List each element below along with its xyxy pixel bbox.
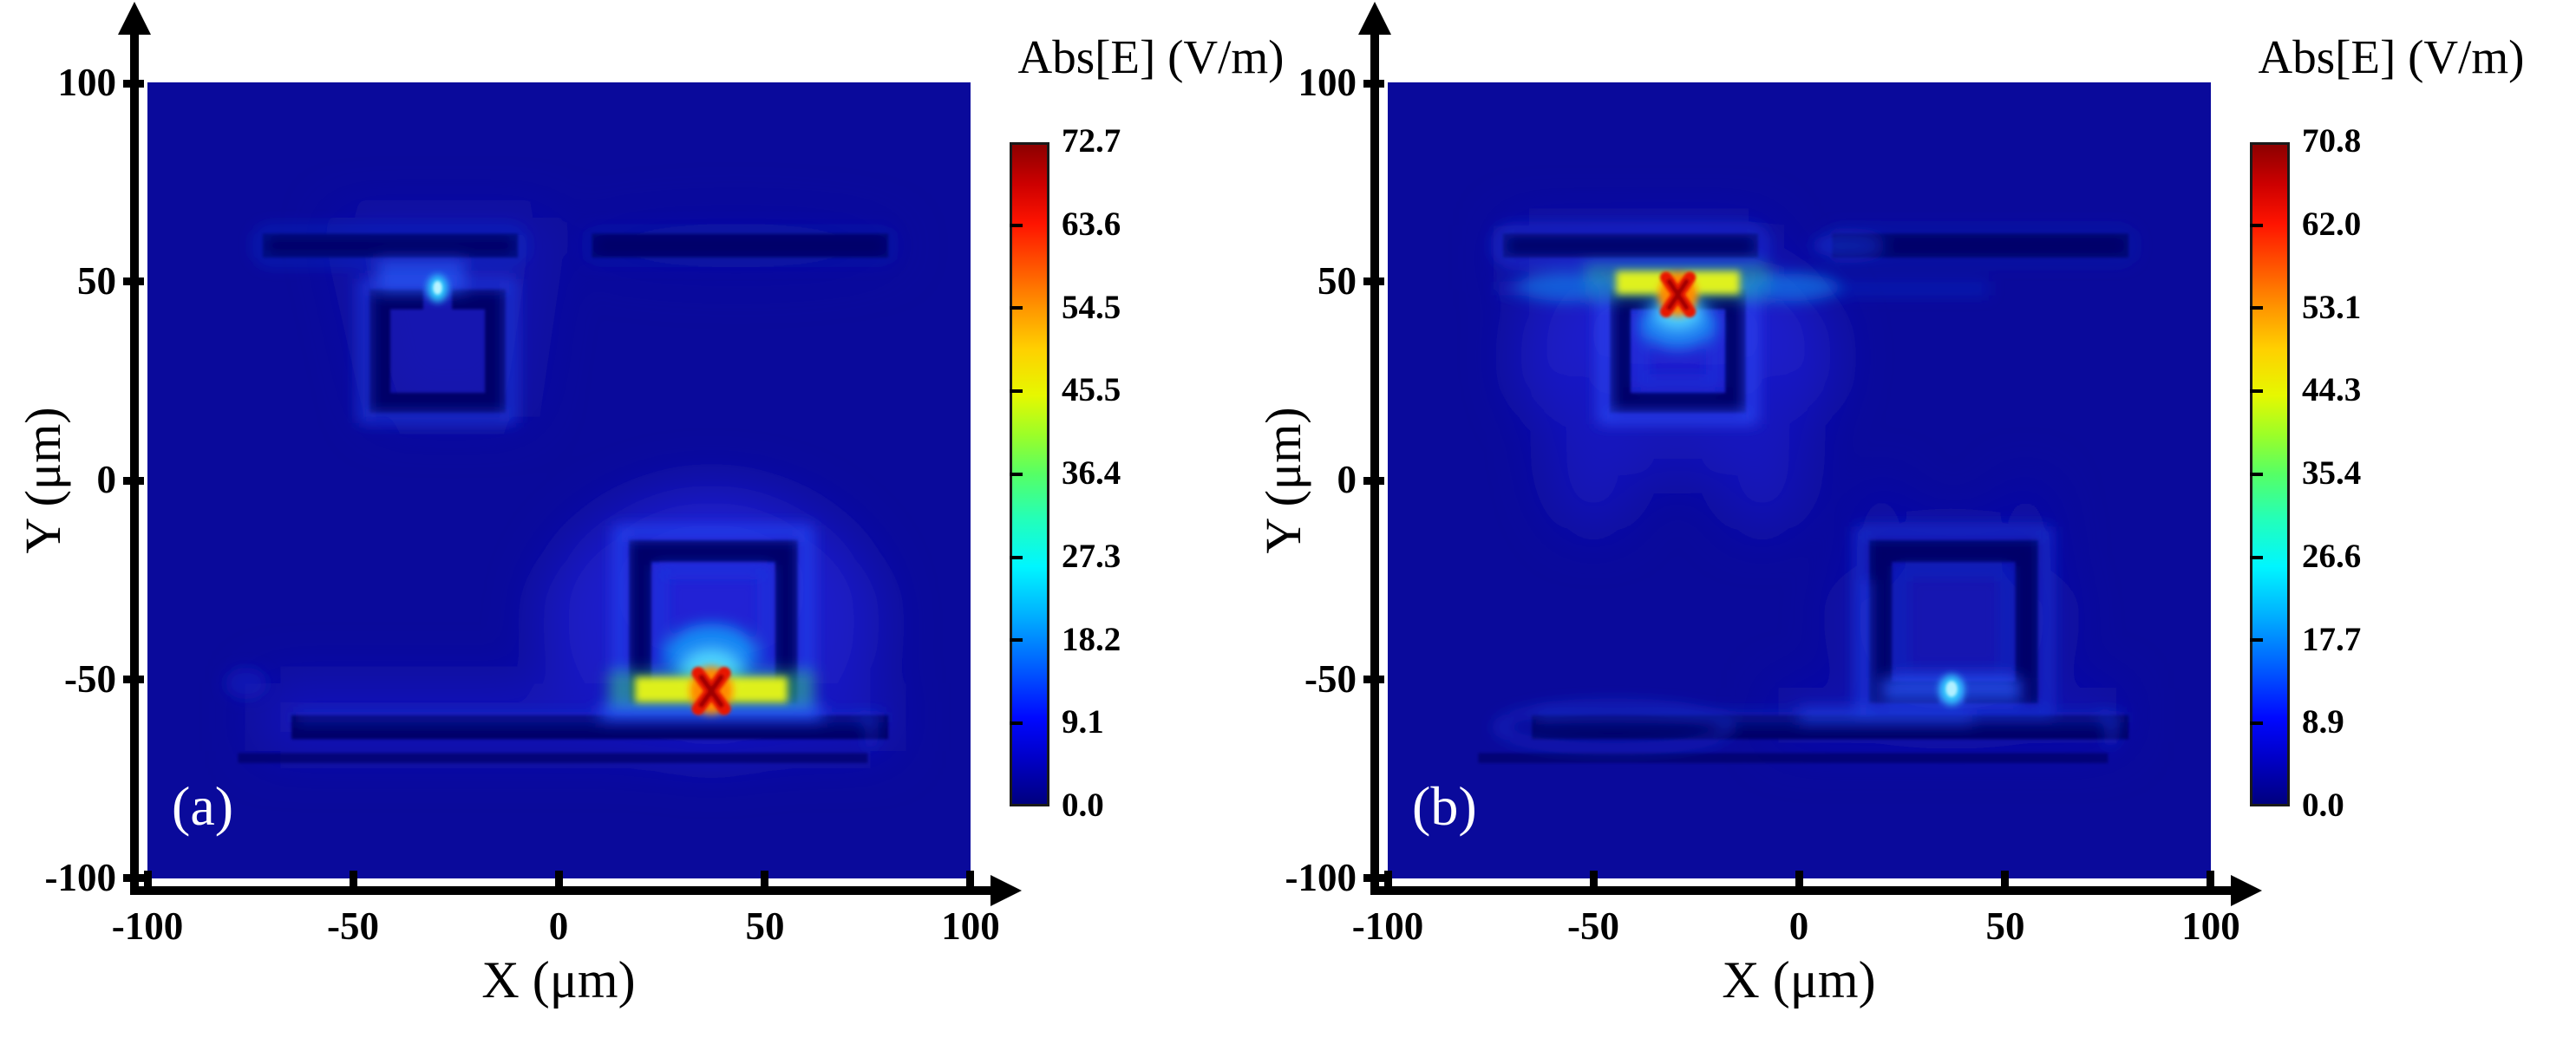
x-axis-title: X (μm) xyxy=(1722,951,1876,1009)
colorbar-label: 45.5 xyxy=(1062,371,1121,408)
y-tick-label: 50 xyxy=(1317,259,1357,303)
glow-layer xyxy=(226,225,896,749)
colorbar-label: 70.8 xyxy=(2302,122,2362,160)
colorbar-label: 18.2 xyxy=(1062,621,1121,658)
y-tick xyxy=(123,477,144,485)
field-heatmap-b xyxy=(1388,82,2211,878)
y-axis-arrowhead-icon xyxy=(1358,2,1391,35)
x-axis-arrowhead-icon xyxy=(2231,875,2262,906)
y-axis-title: Y (μm) xyxy=(1255,407,1311,554)
y-tick xyxy=(123,80,144,88)
x-tick xyxy=(2001,871,2009,893)
x-tick xyxy=(761,871,768,893)
y-tick xyxy=(1363,477,1384,485)
y-tick xyxy=(123,676,144,683)
x-tick-label: -50 xyxy=(1567,904,1619,948)
y-tick xyxy=(123,874,144,882)
x-tick-label: -100 xyxy=(111,904,184,948)
x-tick xyxy=(1384,871,1392,893)
y-tick-label: -100 xyxy=(44,856,117,899)
colorbar-tick xyxy=(2250,638,2263,642)
y-tick xyxy=(1363,80,1384,88)
colorbar-tick xyxy=(2250,306,2263,310)
x-tick xyxy=(1590,871,1598,893)
colorbar-label: 9.1 xyxy=(1062,703,1104,741)
colorbar-label: 62.0 xyxy=(2302,206,2362,243)
colorbar-label: 0.0 xyxy=(2302,787,2344,824)
y-tick-label: 0 xyxy=(96,458,117,501)
colorbar-tick xyxy=(1010,306,1023,310)
y-tick xyxy=(1363,277,1384,285)
colorbar-label: 54.5 xyxy=(1062,289,1121,326)
y-tick-label: 100 xyxy=(57,61,117,104)
y-tick-label: -100 xyxy=(1285,856,1357,899)
panel-letter-b: (b) xyxy=(1412,775,1477,837)
y-tick xyxy=(123,277,144,285)
colorbar-label: 0.0 xyxy=(1062,787,1104,824)
colorbar-tick xyxy=(2250,224,2263,227)
panel-a: -100 -50 0 50 100 100 50 0 -50 -100 X (μ… xyxy=(15,2,1285,1009)
x-tick xyxy=(2207,871,2214,893)
x-tick xyxy=(1795,871,1803,893)
x-axis-title: X (μm) xyxy=(481,951,636,1009)
x-tick-label: 50 xyxy=(745,904,785,948)
x-tick-label: 0 xyxy=(1788,904,1809,948)
colorbar-label: 8.9 xyxy=(2302,703,2344,741)
y-axis-line xyxy=(130,24,139,895)
colorbar-tick xyxy=(1010,556,1023,559)
colorbar-label: 36.4 xyxy=(1062,454,1121,492)
field-map-b xyxy=(1388,82,2211,878)
colorbar-label: 53.1 xyxy=(2302,289,2362,326)
colorbar-label: 72.7 xyxy=(1062,122,1121,160)
x-tick-label: 0 xyxy=(548,904,569,948)
colorbar-tick xyxy=(2250,556,2263,559)
y-axis-arrowhead-icon xyxy=(118,2,151,35)
x-tick-label: -100 xyxy=(1351,904,1424,948)
x-tick-label: 50 xyxy=(1985,904,2025,948)
colorbar-tick xyxy=(1010,473,1023,476)
field-map-a xyxy=(147,82,971,878)
colorbar-tick xyxy=(1010,638,1023,642)
x-tick xyxy=(350,871,357,893)
y-tick-label: 50 xyxy=(77,259,116,303)
field-heatmap-a xyxy=(147,82,971,878)
colorbar-tick xyxy=(2250,721,2263,725)
x-tick-label: 100 xyxy=(941,904,1000,948)
x-tick xyxy=(555,871,563,893)
x-axis-arrowhead-icon xyxy=(991,875,1022,906)
x-tick xyxy=(144,871,152,893)
colorbar-tick xyxy=(1010,224,1023,227)
y-tick xyxy=(1363,676,1384,683)
colorbar-label: 17.7 xyxy=(2302,621,2362,658)
hotspot-b xyxy=(1659,271,1958,697)
colorbar-tick xyxy=(2250,389,2263,393)
panel-letter-a: (a) xyxy=(172,775,234,837)
x-tick-label: -50 xyxy=(327,904,379,948)
y-tick-label: -50 xyxy=(1304,657,1357,701)
panel-b: -100 -50 0 50 100 100 50 0 -50 -100 X (μ… xyxy=(1240,0,2576,1038)
colorbar-label: 35.4 xyxy=(2302,454,2362,492)
colorbar-tick xyxy=(2250,473,2263,476)
y-tick-label: 100 xyxy=(1298,61,1357,104)
y-tick-label: -50 xyxy=(64,657,116,701)
colorbar-label: 63.6 xyxy=(1062,206,1121,243)
colorbar-tick xyxy=(1010,389,1023,393)
y-axis-line xyxy=(1370,24,1379,895)
colorbar-title: Abs[E] (V/m) xyxy=(1017,30,1285,83)
x-tick xyxy=(966,871,974,893)
y-tick xyxy=(1363,874,1384,882)
colorbar-label: 44.3 xyxy=(2302,371,2362,408)
colorbar-tick xyxy=(1010,721,1023,725)
colorbar-label: 27.3 xyxy=(1062,538,1121,575)
x-tick-label: 100 xyxy=(2181,904,2240,948)
y-axis-title: Y (μm) xyxy=(15,407,71,554)
colorbar-title: Abs[E] (V/m) xyxy=(2258,30,2525,83)
hotspot-a xyxy=(433,281,731,715)
y-tick-label: 0 xyxy=(1337,458,1357,501)
colorbar-label: 26.6 xyxy=(2302,538,2362,575)
